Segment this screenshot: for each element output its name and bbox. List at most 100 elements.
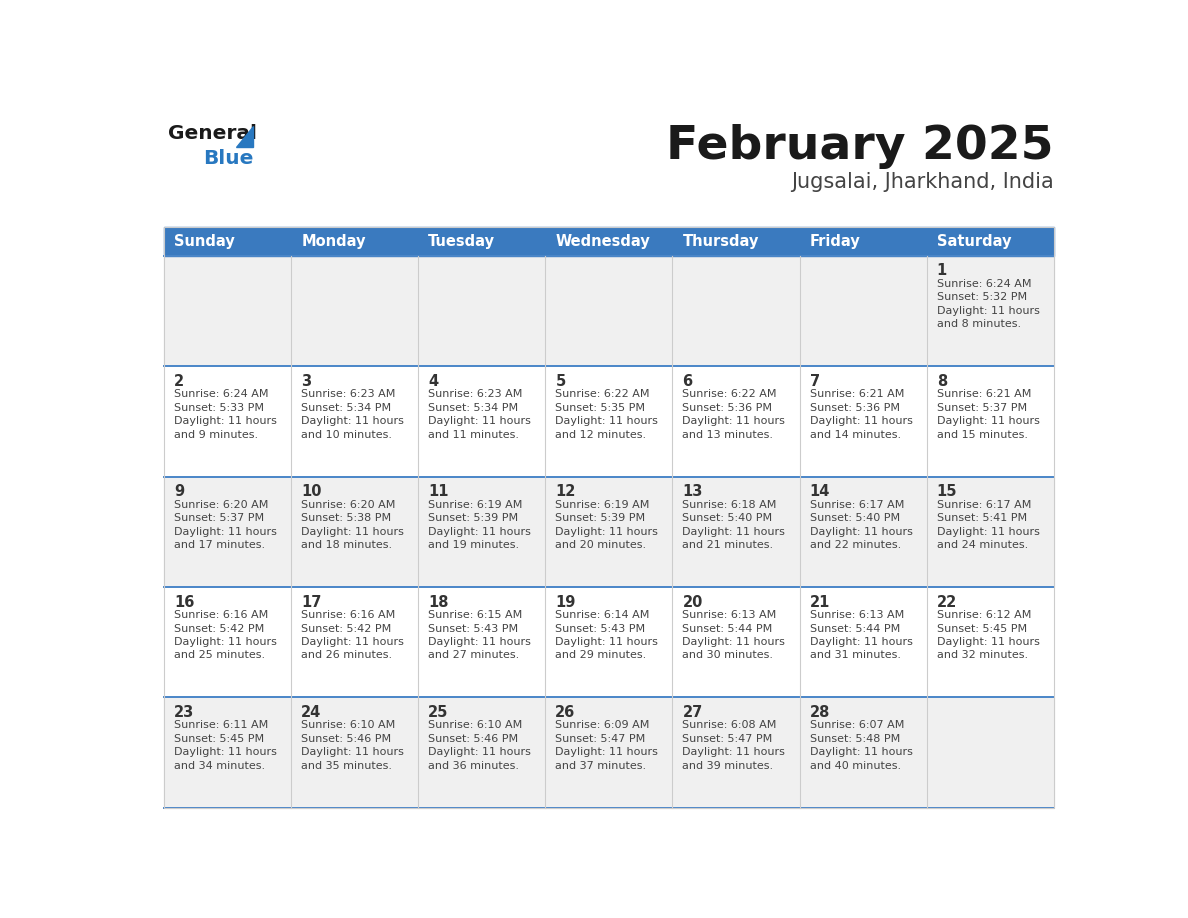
Text: Sunrise: 6:16 AM: Sunrise: 6:16 AM: [175, 610, 268, 620]
Text: 20: 20: [682, 595, 703, 610]
Text: 16: 16: [175, 595, 195, 610]
Text: Daylight: 11 hours: Daylight: 11 hours: [429, 747, 531, 757]
Text: February 2025: February 2025: [666, 124, 1054, 169]
Bar: [164, 256, 1054, 366]
Text: Sunset: 5:39 PM: Sunset: 5:39 PM: [555, 513, 645, 523]
Text: 13: 13: [682, 484, 703, 499]
Text: Saturday: Saturday: [936, 234, 1011, 249]
Text: Sunrise: 6:19 AM: Sunrise: 6:19 AM: [429, 499, 523, 509]
Text: Sunset: 5:47 PM: Sunset: 5:47 PM: [682, 733, 772, 744]
Text: and 21 minutes.: and 21 minutes.: [682, 540, 773, 550]
Text: 7: 7: [809, 374, 820, 389]
Text: and 32 minutes.: and 32 minutes.: [936, 651, 1028, 660]
Text: Daylight: 11 hours: Daylight: 11 hours: [429, 527, 531, 537]
Text: Sunrise: 6:08 AM: Sunrise: 6:08 AM: [682, 721, 777, 731]
Text: and 35 minutes.: and 35 minutes.: [302, 761, 392, 771]
Text: Sunrise: 6:15 AM: Sunrise: 6:15 AM: [429, 610, 523, 620]
Text: Sunset: 5:44 PM: Sunset: 5:44 PM: [809, 623, 899, 633]
Text: and 22 minutes.: and 22 minutes.: [809, 540, 901, 550]
Text: Daylight: 11 hours: Daylight: 11 hours: [175, 747, 277, 757]
Text: Sunset: 5:45 PM: Sunset: 5:45 PM: [936, 623, 1026, 633]
Text: 1: 1: [936, 263, 947, 278]
Text: Daylight: 11 hours: Daylight: 11 hours: [936, 306, 1040, 316]
Text: Daylight: 11 hours: Daylight: 11 hours: [555, 416, 658, 426]
Text: Daylight: 11 hours: Daylight: 11 hours: [429, 637, 531, 647]
Text: Sunset: 5:46 PM: Sunset: 5:46 PM: [429, 733, 518, 744]
Text: 4: 4: [429, 374, 438, 389]
Text: Sunset: 5:48 PM: Sunset: 5:48 PM: [809, 733, 899, 744]
Text: 5: 5: [555, 374, 565, 389]
Text: Sunrise: 6:07 AM: Sunrise: 6:07 AM: [809, 721, 904, 731]
Text: and 40 minutes.: and 40 minutes.: [809, 761, 901, 771]
Text: Daylight: 11 hours: Daylight: 11 hours: [175, 637, 277, 647]
Text: 28: 28: [809, 705, 830, 720]
Text: Daylight: 11 hours: Daylight: 11 hours: [429, 416, 531, 426]
Text: Sunset: 5:44 PM: Sunset: 5:44 PM: [682, 623, 772, 633]
Text: Daylight: 11 hours: Daylight: 11 hours: [682, 637, 785, 647]
Text: Sunset: 5:42 PM: Sunset: 5:42 PM: [175, 623, 264, 633]
Text: Monday: Monday: [302, 234, 366, 249]
Text: Daylight: 11 hours: Daylight: 11 hours: [809, 637, 912, 647]
Bar: [164, 476, 1054, 587]
Text: Daylight: 11 hours: Daylight: 11 hours: [809, 527, 912, 537]
Text: Sunrise: 6:23 AM: Sunrise: 6:23 AM: [302, 389, 396, 399]
Text: Jugsalai, Jharkhand, India: Jugsalai, Jharkhand, India: [791, 172, 1054, 192]
Text: Sunrise: 6:24 AM: Sunrise: 6:24 AM: [936, 279, 1031, 289]
Text: 9: 9: [175, 484, 184, 499]
Text: Sunset: 5:43 PM: Sunset: 5:43 PM: [555, 623, 645, 633]
Text: and 26 minutes.: and 26 minutes.: [302, 651, 392, 660]
Text: Daylight: 11 hours: Daylight: 11 hours: [682, 747, 785, 757]
Text: Sunset: 5:46 PM: Sunset: 5:46 PM: [302, 733, 391, 744]
Text: 19: 19: [555, 595, 576, 610]
Text: and 39 minutes.: and 39 minutes.: [682, 761, 773, 771]
Text: Daylight: 11 hours: Daylight: 11 hours: [809, 747, 912, 757]
Text: Sunset: 5:35 PM: Sunset: 5:35 PM: [555, 403, 645, 413]
Text: Sunset: 5:38 PM: Sunset: 5:38 PM: [302, 513, 391, 523]
Text: 11: 11: [429, 484, 449, 499]
Text: Daylight: 11 hours: Daylight: 11 hours: [555, 637, 658, 647]
Text: Sunday: Sunday: [175, 234, 235, 249]
Text: 22: 22: [936, 595, 956, 610]
Text: Wednesday: Wednesday: [555, 234, 650, 249]
Text: Sunrise: 6:19 AM: Sunrise: 6:19 AM: [555, 499, 650, 509]
Text: 14: 14: [809, 484, 830, 499]
Text: Sunset: 5:40 PM: Sunset: 5:40 PM: [682, 513, 772, 523]
Text: and 27 minutes.: and 27 minutes.: [429, 651, 519, 660]
Text: and 11 minutes.: and 11 minutes.: [429, 430, 519, 440]
Text: Sunset: 5:33 PM: Sunset: 5:33 PM: [175, 403, 264, 413]
Text: and 34 minutes.: and 34 minutes.: [175, 761, 265, 771]
Text: Sunset: 5:36 PM: Sunset: 5:36 PM: [809, 403, 899, 413]
Bar: [164, 587, 1054, 698]
Text: 23: 23: [175, 705, 195, 720]
Text: Daylight: 11 hours: Daylight: 11 hours: [302, 637, 404, 647]
Bar: [164, 227, 1054, 256]
Text: Sunrise: 6:13 AM: Sunrise: 6:13 AM: [682, 610, 777, 620]
Text: Daylight: 11 hours: Daylight: 11 hours: [555, 747, 658, 757]
Text: 24: 24: [302, 705, 322, 720]
Text: Sunset: 5:36 PM: Sunset: 5:36 PM: [682, 403, 772, 413]
Text: 25: 25: [429, 705, 449, 720]
Text: and 9 minutes.: and 9 minutes.: [175, 430, 258, 440]
Text: Daylight: 11 hours: Daylight: 11 hours: [555, 527, 658, 537]
Text: Sunset: 5:39 PM: Sunset: 5:39 PM: [429, 513, 518, 523]
Text: Sunrise: 6:21 AM: Sunrise: 6:21 AM: [809, 389, 904, 399]
Text: General: General: [168, 124, 257, 143]
Text: and 18 minutes.: and 18 minutes.: [302, 540, 392, 550]
Text: Sunrise: 6:20 AM: Sunrise: 6:20 AM: [175, 499, 268, 509]
Text: 8: 8: [936, 374, 947, 389]
Text: and 13 minutes.: and 13 minutes.: [682, 430, 773, 440]
Text: Sunset: 5:32 PM: Sunset: 5:32 PM: [936, 292, 1026, 302]
Text: Daylight: 11 hours: Daylight: 11 hours: [936, 637, 1040, 647]
Text: 6: 6: [682, 374, 693, 389]
Bar: [164, 698, 1054, 808]
Text: Blue: Blue: [203, 149, 253, 168]
Bar: [164, 227, 1054, 808]
Text: and 29 minutes.: and 29 minutes.: [555, 651, 646, 660]
Text: Sunset: 5:37 PM: Sunset: 5:37 PM: [936, 403, 1026, 413]
Text: Sunrise: 6:22 AM: Sunrise: 6:22 AM: [682, 389, 777, 399]
Text: Sunrise: 6:09 AM: Sunrise: 6:09 AM: [555, 721, 650, 731]
Text: Daylight: 11 hours: Daylight: 11 hours: [936, 527, 1040, 537]
Text: 21: 21: [809, 595, 830, 610]
Text: Sunrise: 6:21 AM: Sunrise: 6:21 AM: [936, 389, 1031, 399]
Text: Daylight: 11 hours: Daylight: 11 hours: [302, 416, 404, 426]
